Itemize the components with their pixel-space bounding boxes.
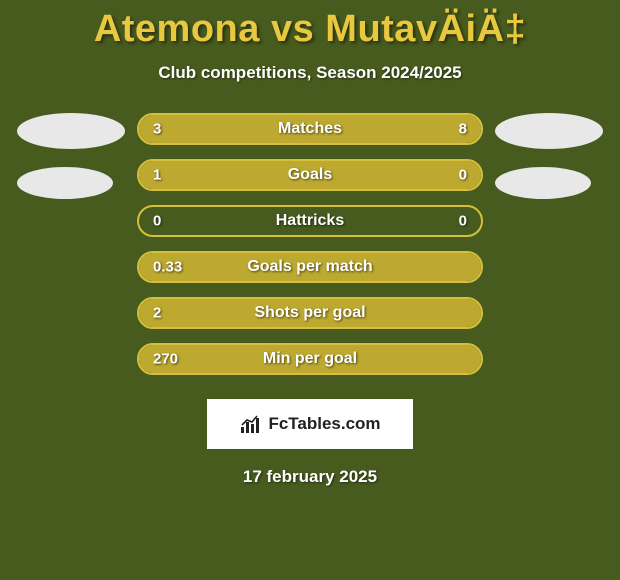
bar-value-right: 0 xyxy=(459,167,467,184)
logo-text: FcTables.com xyxy=(268,414,380,434)
bar-value-right: 8 xyxy=(459,121,467,138)
bar-label: Matches xyxy=(139,120,481,138)
player-icon xyxy=(17,113,125,149)
stat-bars: 3 Matches 8 1 Goals 0 0 Hattricks 0 0.33… xyxy=(137,113,483,375)
stat-bar-hattricks: 0 Hattricks 0 xyxy=(137,205,483,237)
player-icon xyxy=(17,167,113,199)
stat-bar-goals: 1 Goals 0 xyxy=(137,159,483,191)
bar-label: Goals xyxy=(139,166,481,184)
left-player-icons xyxy=(17,113,125,199)
stat-bar-shots-per-goal: 2 Shots per goal xyxy=(137,297,483,329)
stat-bar-min-per-goal: 270 Min per goal xyxy=(137,343,483,375)
page-title: Atemona vs MutavÄiÄ‡ xyxy=(0,8,620,51)
main-row: 3 Matches 8 1 Goals 0 0 Hattricks 0 0.33… xyxy=(0,113,620,375)
player-icon xyxy=(495,167,591,199)
bar-label: Goals per match xyxy=(139,258,481,276)
bar-label: Min per goal xyxy=(139,350,481,368)
player-icon xyxy=(495,113,603,149)
stat-bar-goals-per-match: 0.33 Goals per match xyxy=(137,251,483,283)
chart-icon xyxy=(239,413,263,435)
bar-label: Shots per goal xyxy=(139,304,481,322)
date-label: 17 february 2025 xyxy=(0,467,620,487)
comparison-card: Atemona vs MutavÄiÄ‡ Club competitions, … xyxy=(0,0,620,487)
bar-value-right: 0 xyxy=(459,213,467,230)
stat-bar-matches: 3 Matches 8 xyxy=(137,113,483,145)
right-player-icons xyxy=(495,113,603,199)
fctables-logo: FcTables.com xyxy=(207,399,413,449)
bar-label: Hattricks xyxy=(139,212,481,230)
subtitle: Club competitions, Season 2024/2025 xyxy=(0,63,620,83)
